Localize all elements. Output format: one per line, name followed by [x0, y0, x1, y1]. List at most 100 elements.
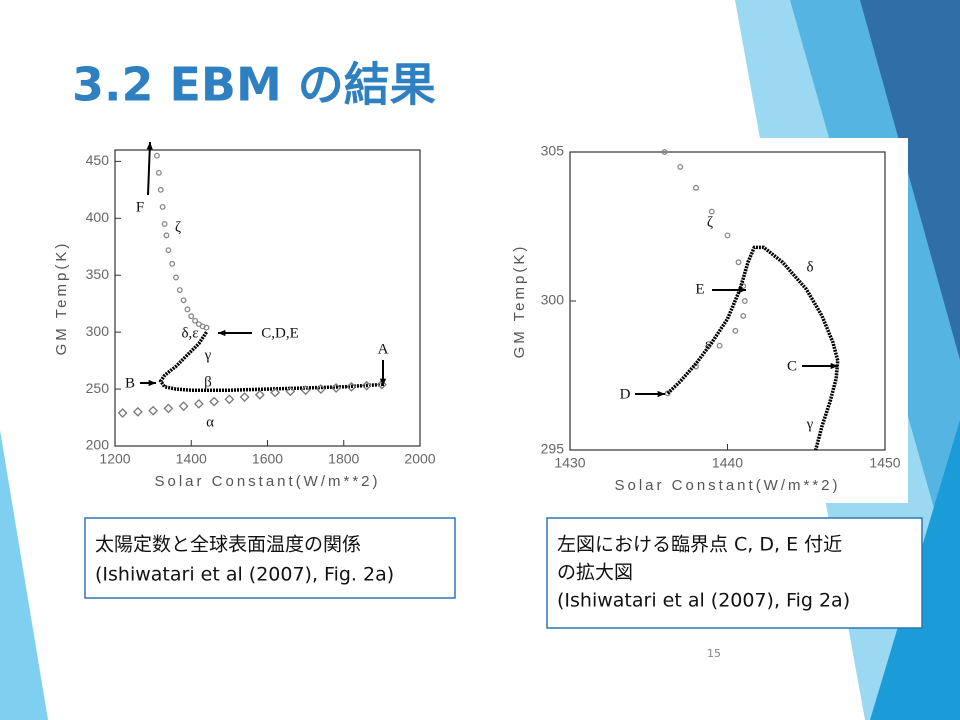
- y-tick-label: 400: [86, 209, 110, 225]
- x-tick-label: 1800: [328, 451, 359, 467]
- point: [169, 260, 176, 267]
- point: [376, 379, 387, 390]
- point: [180, 297, 187, 304]
- point: [176, 287, 183, 293]
- annotation: ζ: [707, 214, 713, 230]
- arrow-head: [148, 379, 156, 387]
- annotation: γ: [806, 416, 814, 432]
- annotation: A: [378, 341, 389, 357]
- point: [163, 403, 174, 414]
- point: [716, 342, 723, 349]
- point: [184, 306, 191, 313]
- point: [740, 312, 747, 319]
- annotation: B: [125, 375, 135, 391]
- point: [173, 274, 179, 281]
- x-axis-label: Solar Constant(W/m**2): [614, 477, 840, 494]
- arrow-head: [830, 362, 838, 370]
- x-tick-label: 1430: [554, 455, 585, 471]
- annotation: δ: [806, 259, 813, 275]
- point: [741, 298, 748, 304]
- arrow-head: [657, 390, 665, 398]
- annotation: ζ: [175, 219, 181, 235]
- x-tick-label: 1400: [176, 451, 207, 467]
- y-tick-label: 350: [86, 266, 110, 282]
- point: [178, 401, 189, 412]
- x-tick-label: 1200: [99, 451, 130, 467]
- y-tick-label: 295: [541, 441, 565, 457]
- point: [157, 186, 164, 193]
- point: [740, 283, 747, 290]
- y-tick-label: 300: [541, 292, 565, 308]
- decor: [860, 0, 960, 360]
- arrow-head: [738, 286, 746, 294]
- point: [724, 232, 731, 239]
- x-tick-label: 2000: [404, 451, 435, 467]
- annotation: γ: [204, 347, 212, 363]
- annotation: C: [787, 358, 797, 374]
- point: [117, 408, 128, 418]
- decor: [0, 430, 48, 720]
- point: [735, 259, 742, 266]
- x-axis-label: Solar Constant(W/m**2): [154, 473, 380, 490]
- point: [192, 317, 199, 324]
- y-axis-label: GM Temp(K): [511, 244, 528, 359]
- y-axis-label: GM Temp(K): [53, 241, 70, 356]
- y-tick-label: 305: [541, 143, 565, 159]
- y-tick-label: 300: [86, 323, 110, 339]
- point: [254, 389, 265, 400]
- plot-frame: [114, 149, 421, 447]
- point: [315, 384, 326, 394]
- y-tick-label: 250: [86, 380, 110, 396]
- point: [661, 149, 668, 155]
- annotation: δ,ε: [181, 325, 198, 341]
- point: [209, 396, 220, 407]
- point: [153, 152, 160, 159]
- annotation: F: [136, 199, 144, 215]
- x-tick-label: 1440: [712, 455, 743, 471]
- point: [300, 385, 311, 396]
- annotation: C,D,E: [261, 325, 299, 341]
- x-tick-label: 1450: [869, 455, 900, 471]
- point: [732, 327, 739, 334]
- page-number: 15: [707, 647, 721, 660]
- caption-box: [546, 517, 923, 629]
- point: [148, 405, 159, 416]
- caption: の拡大図: [557, 562, 633, 584]
- caption: 左図における臨界点 C, D, E 付近: [557, 534, 842, 556]
- caption: 太陽定数と全球表面温度の関係: [95, 534, 361, 556]
- y-tick-label: 450: [86, 152, 110, 168]
- caption-box: [84, 517, 456, 599]
- point: [193, 398, 204, 409]
- point: [239, 392, 250, 402]
- x-tick-label: 1600: [252, 451, 283, 467]
- arrow: [147, 141, 151, 196]
- point: [270, 387, 281, 398]
- point: [693, 184, 699, 191]
- point: [224, 394, 235, 405]
- point: [203, 324, 210, 331]
- point: [361, 380, 372, 391]
- slide-title: 3.2 EBM の結果: [72, 58, 436, 112]
- point: [163, 232, 170, 239]
- caption: (Ishiwatari et al (2007), Fig. 2a): [95, 564, 394, 586]
- figure-bg: [528, 138, 908, 503]
- arrow-head: [218, 329, 226, 337]
- point: [331, 383, 342, 393]
- curve: [666, 245, 840, 451]
- point: [161, 221, 168, 227]
- annotation: ε: [705, 336, 711, 352]
- point: [285, 386, 296, 397]
- annotation: E: [695, 281, 704, 297]
- point: [155, 169, 162, 176]
- point: [346, 381, 357, 392]
- point: [159, 203, 166, 210]
- point: [677, 163, 684, 170]
- arrow-head: [146, 142, 153, 150]
- arrow-head: [379, 378, 387, 386]
- point: [188, 313, 195, 320]
- point: [708, 208, 715, 215]
- annotation: D: [620, 386, 631, 402]
- point: [165, 247, 172, 254]
